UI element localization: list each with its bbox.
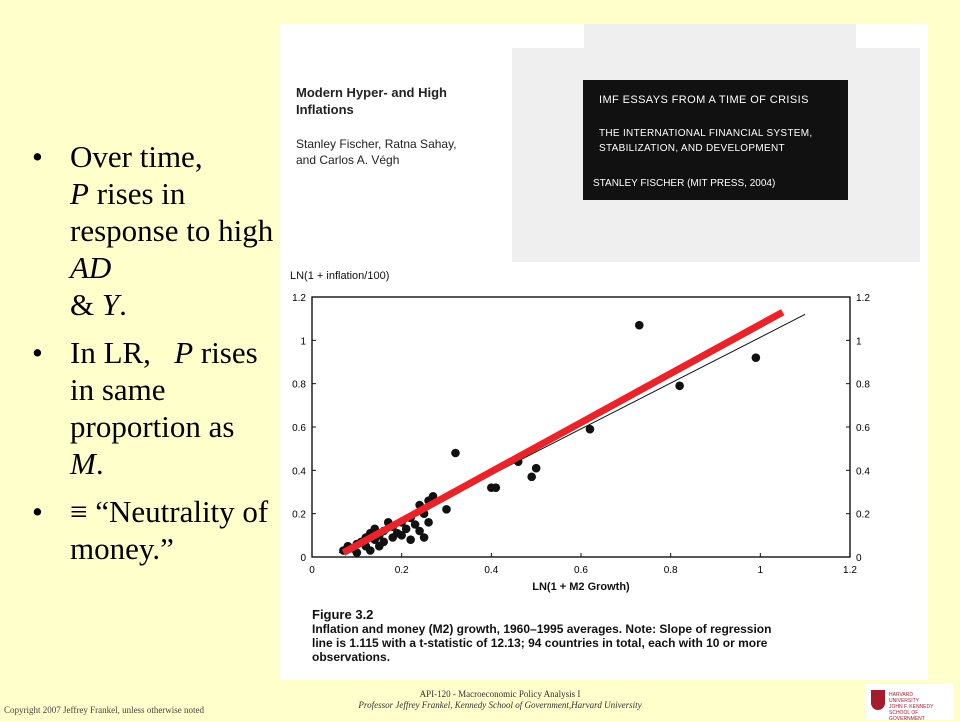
bullet-text: rises in response to high — [70, 176, 274, 248]
y-tick-label: 1.2 — [292, 293, 306, 304]
logo-text: HARVARD UNIVERSITY JOHN F. KENNEDY SCHOOL … — [889, 692, 934, 722]
bullet-var: AD — [70, 250, 112, 285]
data-point — [415, 526, 424, 536]
y-tick-label: 0.2 — [292, 510, 306, 521]
x-tick-label: 0.4 — [484, 565, 498, 576]
book-title: Modern Hyper- and High Inflations — [296, 85, 447, 117]
data-point — [585, 424, 595, 434]
data-point — [419, 533, 429, 542]
y-tick-label-right: 1.2 — [856, 293, 870, 304]
bullet-item: • In LR, P rises in same proportion as M… — [30, 334, 275, 482]
bullet-text: . — [119, 287, 127, 322]
scanned-figure-panel: Modern Hyper- and High Inflations Stanley… — [280, 24, 928, 680]
figure-caption: Figure 3.2 Inflation and money (M2) grow… — [312, 607, 852, 665]
bullet-text: In LR, — [70, 335, 151, 370]
y-tick-label: 0.8 — [292, 380, 306, 391]
bullet-dot: • — [32, 139, 43, 174]
copyright-notice: Copyright 2007 Jeffrey Frankel, unless o… — [4, 705, 205, 715]
data-point — [451, 448, 460, 458]
y-tick-label: 0.6 — [292, 423, 306, 434]
bullet-var: Y — [101, 287, 120, 322]
book-authors: Stanley Fischer, Ratna Sahay, and Carlos … — [296, 137, 457, 167]
y-tick-label: 0.4 — [292, 466, 306, 477]
figure-label: Figure 3.2 — [312, 607, 374, 622]
data-point — [365, 546, 375, 555]
y-tick-label: 0 — [300, 553, 306, 564]
cover-subtitle: THE INTERNATIONAL FINANCIAL SYSTEM, STABI… — [599, 128, 813, 154]
x-tick-label: 0 — [309, 565, 315, 576]
y-tick-label-right: 0.2 — [856, 510, 870, 521]
bullet-text: . — [95, 446, 104, 481]
scatter-chart: LN(1 + inflation/100)LN(1 + M2 Growth)0 0… — [290, 270, 870, 593]
y-tick-label-right: 0.8 — [856, 380, 870, 391]
x-tick-label: 0.8 — [664, 565, 678, 576]
plot-frame — [311, 296, 851, 558]
data-point — [397, 531, 406, 540]
data-point — [442, 505, 451, 514]
x-tick-label: 1.2 — [843, 565, 857, 576]
data-point — [675, 381, 684, 391]
shield-icon — [871, 690, 885, 710]
bullet-var: P — [70, 176, 89, 211]
data-point — [527, 472, 536, 482]
red-regression-overlay — [341, 309, 785, 556]
data-point — [406, 535, 415, 544]
data-point — [379, 537, 389, 547]
data-point — [751, 353, 761, 362]
caption-text: Inflation and money (M2) growth, 1960–19… — [312, 622, 772, 664]
cover-title: IMF ESSAYS FROM A TIME OF CRISIS — [599, 94, 809, 106]
book-cover: IMF ESSAYS FROM A TIME OF CRISIS THE INT… — [583, 80, 848, 200]
data-point — [352, 548, 362, 557]
x-tick-label: 0.2 — [395, 565, 409, 576]
data-point — [634, 320, 644, 330]
y-tick-label-right: 1 — [856, 336, 862, 347]
bullet-dot: • — [32, 335, 43, 370]
x-tick-label: 1 — [758, 565, 764, 576]
cover-credit: STANLEY FISCHER (MIT PRESS, 2004) — [593, 178, 776, 189]
data-point — [401, 524, 411, 534]
course-footer: API-120 - Macroeconomic Policy Analysis … — [358, 689, 642, 710]
data-point — [424, 518, 433, 527]
scan-shadow-top — [584, 24, 856, 50]
harvard-kennedy-logo: HARVARD UNIVERSITY JOHN F. KENNEDY SCHOOL … — [865, 684, 953, 722]
data-point — [531, 463, 541, 473]
bullet-item: • Over time, P rises in response to high… — [30, 138, 275, 323]
y-tick-label-right: 0.4 — [856, 466, 870, 477]
y-axis-label: LN(1 + inflation/100) — [290, 270, 389, 282]
y-tick-label-right: 0.6 — [856, 423, 870, 434]
bullet-text: ≡ “Neutrality of money.” — [70, 494, 269, 566]
data-point — [410, 520, 420, 529]
bullet-text: Over time, — [70, 139, 203, 174]
y-tick-label-right: 0 — [856, 553, 862, 564]
bullet-text: rises in same proportion as — [70, 335, 258, 444]
bullet-var: P — [174, 335, 194, 370]
bullet-text: & — [70, 287, 95, 322]
x-axis-label: LN(1 + M2 Growth) — [532, 581, 630, 593]
y-tick-label: 1 — [300, 336, 306, 347]
bullet-list: • Over time, P rises in response to high… — [30, 138, 275, 578]
bullet-item: • ≡ “Neutrality of money.” — [30, 493, 275, 567]
x-tick-label: 0.6 — [574, 565, 588, 576]
bullet-var: M — [70, 446, 96, 481]
data-point — [491, 483, 501, 492]
bullet-dot: • — [32, 494, 43, 529]
